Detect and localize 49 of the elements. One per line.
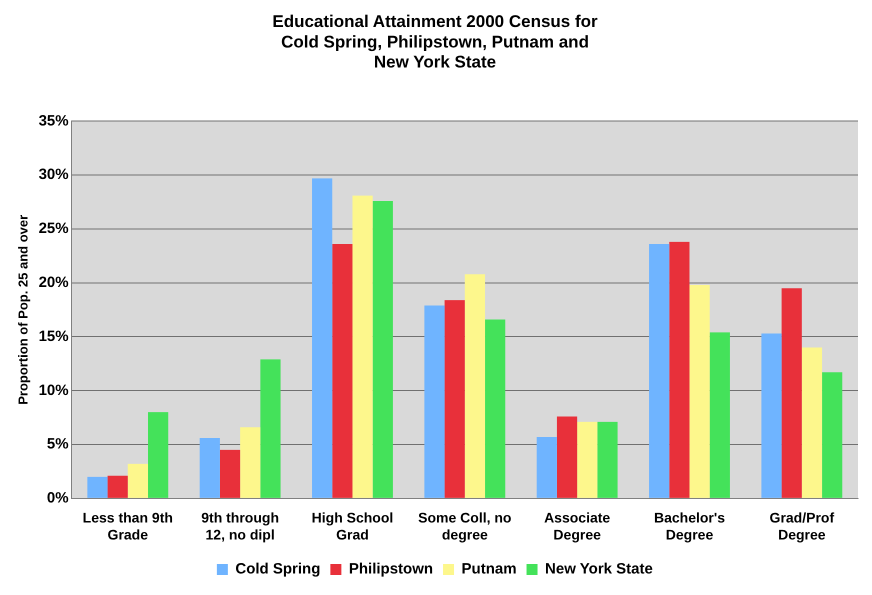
bar bbox=[220, 450, 240, 498]
bar bbox=[464, 274, 486, 498]
bar bbox=[782, 288, 802, 498]
y-tick-label: 15% bbox=[38, 328, 69, 345]
y-tick-label: 25% bbox=[38, 220, 69, 238]
bar bbox=[577, 422, 598, 498]
bar bbox=[649, 244, 670, 498]
y-tick-label: 10% bbox=[38, 382, 69, 399]
bar bbox=[761, 334, 782, 498]
x-tick-label: Bachelor's Degree bbox=[654, 510, 726, 542]
legend-label: Putnam bbox=[462, 560, 517, 578]
bar bbox=[240, 427, 260, 498]
bar bbox=[669, 242, 690, 498]
bar bbox=[352, 196, 373, 498]
bar bbox=[485, 320, 506, 498]
bar bbox=[444, 300, 465, 498]
bar bbox=[556, 416, 578, 498]
x-tick-label: Some Coll, no degree bbox=[418, 510, 512, 542]
x-tick-label: 9th through 12, no dipl bbox=[201, 510, 280, 542]
bar bbox=[597, 422, 618, 498]
bar bbox=[128, 464, 148, 498]
x-tick-label: Associate Degree bbox=[544, 510, 610, 542]
x-tick-label: Grad/Prof Degree bbox=[770, 510, 834, 542]
bar bbox=[332, 244, 352, 498]
legend-label: Cold Spring bbox=[235, 560, 320, 578]
y-tick-label: 0% bbox=[46, 490, 69, 507]
bar bbox=[710, 332, 730, 498]
x-tick-label: High School Grad bbox=[312, 510, 394, 542]
bar bbox=[87, 476, 108, 498]
y-tick-label: 35% bbox=[38, 112, 69, 130]
bar bbox=[822, 372, 842, 498]
bar bbox=[372, 200, 393, 498]
bar bbox=[108, 476, 128, 498]
bar bbox=[260, 359, 281, 498]
y-tick-label: 30% bbox=[38, 166, 69, 184]
y-tick-label: 5% bbox=[46, 436, 69, 453]
chart-title: Educational Attainment 2000 Census for Cold Spring, Philipstown, Putnam and New York State bbox=[272, 12, 598, 72]
y-axis-title: Proportion of Pop. 25 and over bbox=[15, 214, 30, 405]
bar bbox=[148, 412, 168, 498]
bar bbox=[200, 438, 220, 498]
bar bbox=[689, 285, 710, 498]
legend-label: New York State bbox=[545, 560, 653, 578]
legend-label: Philipstown bbox=[348, 560, 434, 578]
bar bbox=[536, 436, 557, 498]
y-tick-label: 20% bbox=[38, 274, 69, 291]
bar bbox=[424, 305, 445, 498]
bar bbox=[802, 348, 822, 498]
x-tick-label: Less than 9th Grade bbox=[82, 510, 173, 542]
bar bbox=[312, 178, 332, 498]
